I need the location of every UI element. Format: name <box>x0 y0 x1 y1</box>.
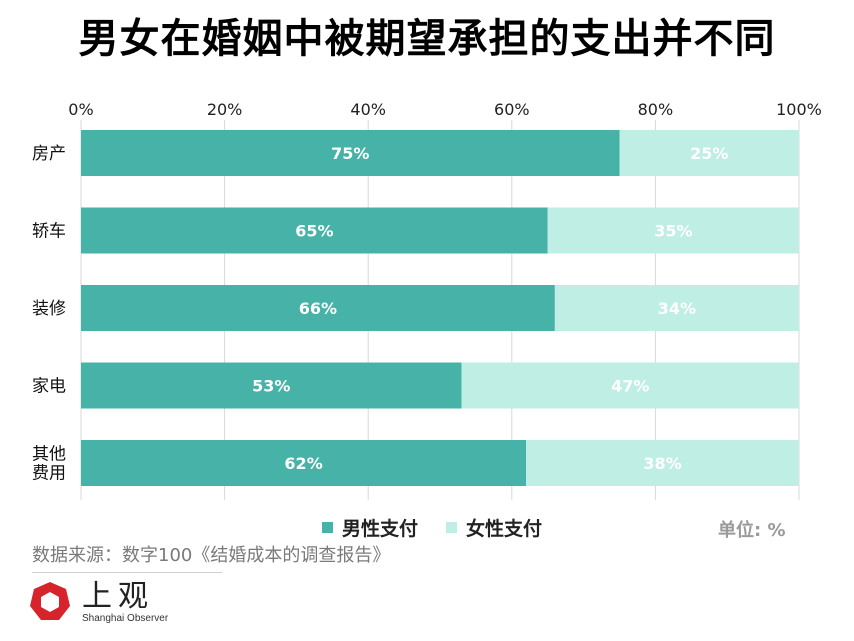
category-label: 家电 <box>32 377 66 397</box>
data-label: 38% <box>643 454 681 473</box>
legend: 男性支付 女性支付 <box>322 514 570 541</box>
data-label: 53% <box>252 377 290 396</box>
data-label: 35% <box>654 222 692 241</box>
bar-female <box>461 362 799 409</box>
data-label: 66% <box>299 299 337 318</box>
bar-male <box>81 362 462 409</box>
category-label: 装修 <box>32 299 66 319</box>
logo-icon <box>30 582 70 620</box>
logo-name: 上观 <box>82 578 154 614</box>
bar-male <box>81 130 620 176</box>
bar-male <box>81 285 555 331</box>
bar-male <box>81 440 527 486</box>
data-label: 65% <box>295 222 333 241</box>
x-tick-label: 100% <box>776 100 822 119</box>
bar-female <box>526 440 799 486</box>
category-label: 其他 <box>32 445 66 465</box>
x-tick-label: 20% <box>207 100 243 119</box>
source-note: 数据来源：数字100《结婚成本的调查报告》 <box>32 545 391 566</box>
legend-label-female: 女性支付 <box>466 518 543 540</box>
legend-swatch-female <box>446 522 458 533</box>
data-label: 75% <box>331 144 369 163</box>
legend-item-male: 男性支付 <box>322 514 418 541</box>
data-label: 47% <box>611 377 649 396</box>
category-label: 轿车 <box>32 222 66 242</box>
data-label: 62% <box>284 454 322 473</box>
bar-female <box>619 130 799 176</box>
x-tick-label: 0% <box>68 100 93 119</box>
legend-swatch-male <box>322 522 333 533</box>
chart-title: 男女在婚姻中被期望承担的支出并不同 <box>78 16 776 62</box>
data-label: 34% <box>658 299 696 318</box>
logo: 上观 Shanghai Observer <box>28 580 168 624</box>
bar-female <box>547 207 799 254</box>
category-label: 费用 <box>32 464 66 484</box>
divider <box>32 572 222 573</box>
logo-subtitle: Shanghai Observer <box>82 612 169 624</box>
legend-item-female: 女性支付 <box>446 514 542 541</box>
x-tick-label: 80% <box>638 100 674 119</box>
data-label: 25% <box>690 144 728 163</box>
bar-male <box>81 207 548 254</box>
legend-label-male: 男性支付 <box>342 518 419 540</box>
category-label: 房产 <box>32 144 66 164</box>
x-tick-label: 60% <box>494 100 530 119</box>
unit-label: 单位: % <box>718 520 786 541</box>
x-tick-label: 40% <box>350 100 386 119</box>
bar-female <box>554 285 799 331</box>
